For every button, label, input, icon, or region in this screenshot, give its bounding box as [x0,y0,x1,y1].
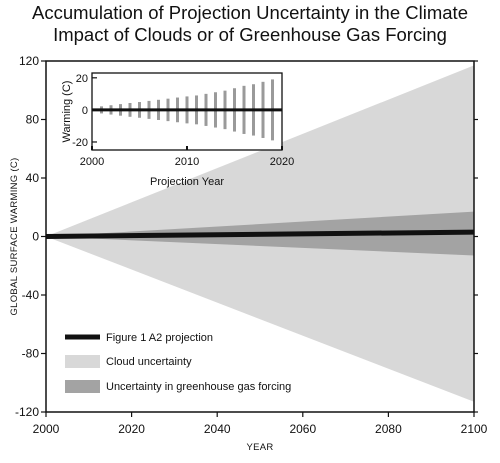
inset-y-tick-label: -20 [72,137,88,149]
x-tick-label: 2100 [461,422,488,436]
inset-x-tick-label: 2020 [270,156,294,168]
y-axis-title: GLOBAL SURFACE WARMING (C) [9,157,20,315]
y-tick-label: -120 [15,405,39,419]
legend-label: Uncertainty in greenhouse gas forcing [106,381,291,393]
inset-y-axis-title: Warming (C) [61,81,73,143]
y-tick-label: 80 [26,113,40,127]
x-axis-title: YEAR [246,442,273,453]
chart-title: Accumulation of Projection Uncertainty i… [0,2,500,46]
y-tick-label: 0 [32,230,39,244]
y-tick-label: 40 [26,171,40,185]
y-tick-label: 120 [19,54,39,68]
x-tick-label: 2060 [289,422,316,436]
inset-y-tick-label: 20 [76,73,88,85]
inset-x-tick-label: 2010 [175,156,199,168]
inset-y-tick-label: 0 [82,105,88,117]
y-tick-label: -80 [22,347,40,361]
chart-title-line-2: Impact of Clouds or of Greenhouse Gas Fo… [53,24,447,45]
x-tick-label: 2080 [375,422,402,436]
inset-x-tick-label: 2000 [80,156,104,168]
x-tick-label: 2020 [118,422,145,436]
y-tick-label: -40 [22,288,40,302]
x-tick-label: 2040 [204,422,231,436]
legend-label: Figure 1 A2 projection [106,332,213,344]
legend-swatch-cloud [65,355,100,368]
x-tick-label: 2000 [33,422,60,436]
legend-label: Cloud uncertainty [106,356,192,368]
a2-projection-line [45,229,475,239]
chart-title-line-1: Accumulation of Projection Uncertainty i… [32,2,468,23]
legend-swatch-ghg [65,380,100,393]
inset-x-axis-title: Projection Year [150,176,224,188]
